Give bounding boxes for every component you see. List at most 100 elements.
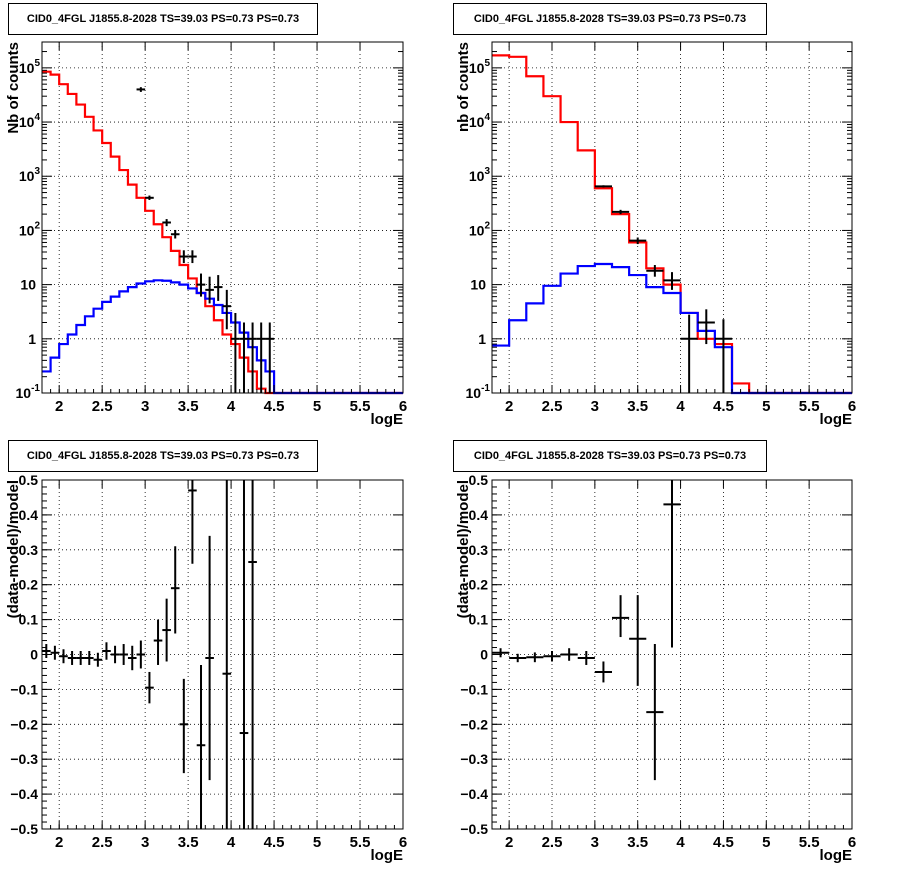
x-tick-label: 3.5 <box>627 398 648 415</box>
data-point <box>205 276 214 304</box>
y-tick-label: 104 <box>469 112 491 130</box>
x-tick-label: 2 <box>505 834 513 851</box>
data-point <box>59 649 68 664</box>
x-tick-label: 2.5 <box>542 834 563 851</box>
data-point <box>714 319 732 393</box>
data-point <box>188 250 197 264</box>
data-point <box>84 651 94 665</box>
x-tick-label: 6 <box>848 834 856 851</box>
x-tick-label: 5 <box>313 834 321 851</box>
x-tick-label: 4.5 <box>713 398 734 415</box>
histogram-series-1 <box>42 70 403 395</box>
plot-frame <box>491 41 853 394</box>
y-tick-label: −0.4 <box>460 786 488 802</box>
x-axis-label: logE <box>371 847 404 864</box>
y-tick-label: 104 <box>19 112 41 130</box>
data-point <box>629 595 647 686</box>
data-point <box>205 535 214 781</box>
data-point <box>697 309 715 345</box>
x-tick-label: 6 <box>848 398 856 415</box>
histogram-series-2 <box>42 279 403 395</box>
y-tick-label: 103 <box>19 166 41 184</box>
y-tick-label: 10 <box>20 277 36 293</box>
x-tick-label: 3 <box>141 834 149 851</box>
x-tick-label: 5.5 <box>350 398 371 415</box>
y-tick-label: 0.5 <box>19 472 39 488</box>
y-axis-label: (data-model)/model <box>455 480 472 618</box>
data-point <box>196 664 206 829</box>
data-point <box>179 250 189 264</box>
panel-4-title: CID0_4FGL J1855.8-2028 TS=39.03 PS=0.73 … <box>453 440 767 472</box>
data-point <box>188 480 197 564</box>
plot-frame <box>41 41 404 394</box>
data-point <box>196 273 206 297</box>
data-point <box>93 652 103 667</box>
y-tick-label: −0.1 <box>10 681 38 697</box>
x-axis-label: logE <box>371 411 404 428</box>
data-point <box>231 312 240 393</box>
data-point <box>248 322 257 393</box>
data-point <box>110 645 120 664</box>
y-tick-label: −0.2 <box>10 716 38 732</box>
data-point <box>629 237 647 245</box>
x-tick-label: 5 <box>313 398 321 415</box>
data-point <box>127 645 137 671</box>
x-tick-label: 5.5 <box>799 834 820 851</box>
data-point <box>543 651 561 662</box>
y-tick-label: 1 <box>478 331 486 347</box>
x-tick-label: 5 <box>762 834 770 851</box>
chart-panel-1: 2 2.5 3 3.5 4 4.5 5 5.5 6 10-1 1 10 102 103 104 105 logE… <box>5 41 407 428</box>
data-point <box>680 314 698 393</box>
data-point <box>76 651 85 665</box>
data-point <box>136 640 146 669</box>
y-tick-label: 10-1 <box>16 383 41 401</box>
y-axis-label: (data-model)/model <box>5 480 22 618</box>
x-tick-label: 3.5 <box>178 398 199 415</box>
y-tick-label: 10 <box>470 277 486 293</box>
y-tick-label: 0 <box>30 647 38 663</box>
x-tick-label: 4.5 <box>264 834 285 851</box>
data-point <box>492 648 510 658</box>
data-point <box>136 87 146 92</box>
y-tick-label: 102 <box>19 220 41 238</box>
data-point <box>170 229 180 239</box>
data-point <box>594 661 612 683</box>
x-tick-label: 2 <box>505 398 513 415</box>
y-tick-label: 0.3 <box>469 542 489 558</box>
data-point <box>577 651 595 665</box>
x-tick-label: 5 <box>762 398 770 415</box>
data-point <box>50 645 60 660</box>
y-tick-label: −0.1 <box>460 681 488 697</box>
y-tick-label: 0.1 <box>19 612 39 628</box>
data-point <box>153 619 163 665</box>
panel-2-title: CID0_4FGL J1855.8-2028 TS=39.03 PS=0.73 … <box>453 3 767 35</box>
x-tick-label: 2 <box>55 398 63 415</box>
y-tick-label: 0 <box>480 647 488 663</box>
chart-panel-4: 2 2.5 3 3.5 4 4.5 5 5.5 6 −0.5 −0.4 −0.3 −0.2 −0.1 0 0.… <box>455 472 856 864</box>
data-point <box>526 652 544 663</box>
y-tick-label: 0.4 <box>469 507 489 523</box>
x-tick-label: 4 <box>227 398 236 415</box>
x-tick-label: 3 <box>591 834 599 851</box>
data-point <box>509 653 527 663</box>
data-point <box>594 185 612 188</box>
y-tick-label: 0.4 <box>19 507 39 523</box>
y-tick-label: 105 <box>19 58 41 76</box>
data-point <box>222 289 232 330</box>
data-point <box>248 480 257 829</box>
x-tick-label: 4 <box>676 834 685 851</box>
chart-panel-3: 2 2.5 3 3.5 4 4.5 5 5.5 6 −0.5 −0.4 −0.3 −0.2 −0.1 0 0.… <box>5 472 407 864</box>
chart-panel-2: 2 2.5 3 3.5 4 4.5 5 5.5 6 10-1 1 10 102 103 104 105 logE… <box>455 41 856 428</box>
x-tick-label: 2.5 <box>542 398 563 415</box>
data-point <box>646 644 664 781</box>
y-tick-label: −0.2 <box>460 716 488 732</box>
x-tick-label: 3.5 <box>627 834 648 851</box>
y-tick-label: 103 <box>469 166 491 184</box>
data-point <box>239 322 249 393</box>
data-point <box>162 219 171 227</box>
data-point <box>560 648 578 661</box>
x-axis-label: logE <box>820 411 853 428</box>
x-tick-label: 2 <box>55 834 63 851</box>
data-point <box>256 322 266 393</box>
